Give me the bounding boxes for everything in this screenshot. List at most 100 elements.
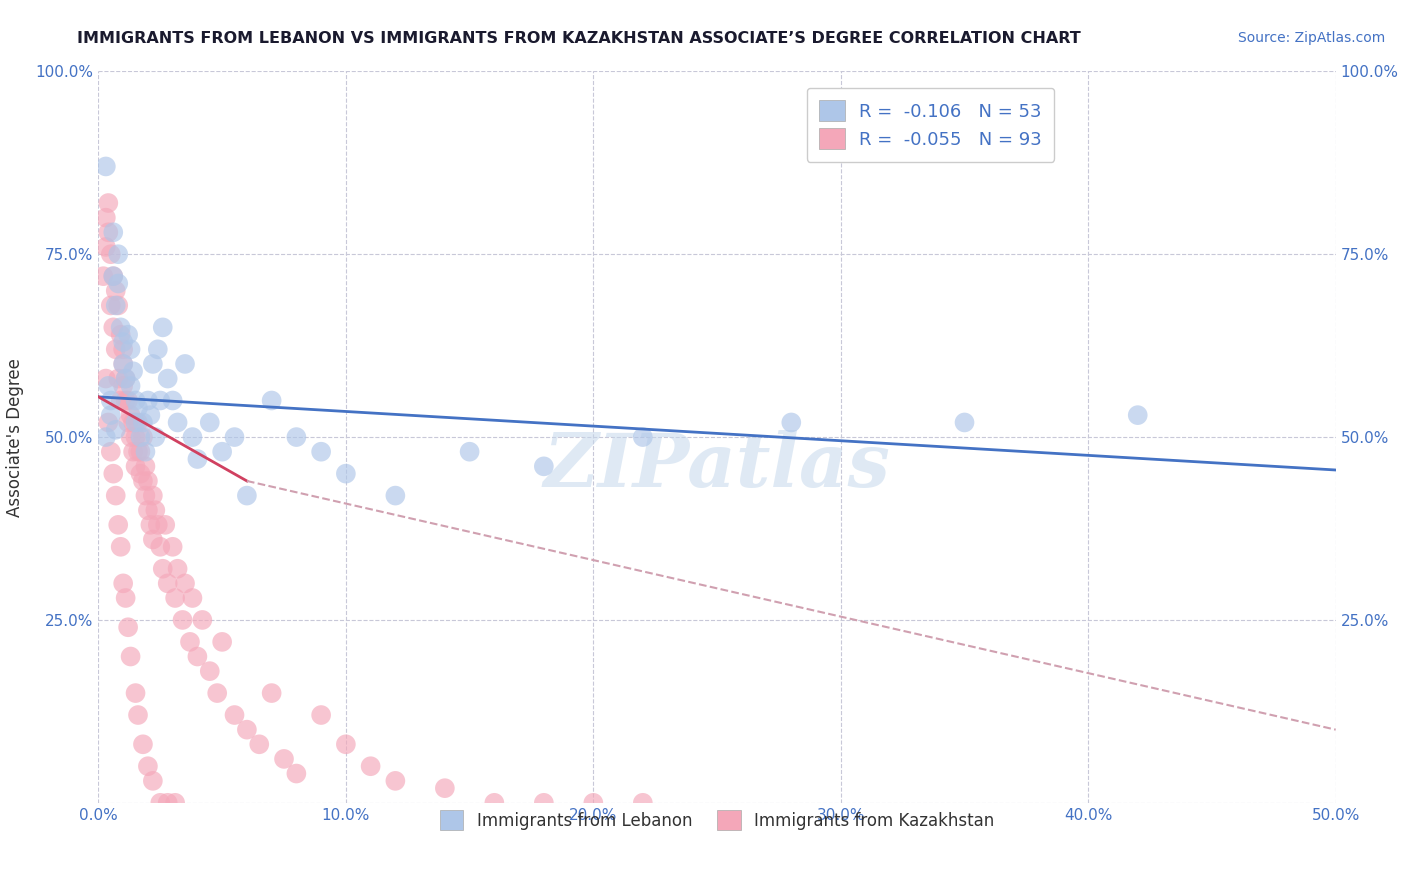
Point — [198, 664, 221, 678]
Legend: Immigrants from Lebanon, Immigrants from Kazakhstan: Immigrants from Lebanon, Immigrants from… — [434, 805, 1000, 835]
Point — [97, 416, 120, 430]
Point — [142, 489, 165, 503]
Point — [384, 773, 406, 788]
Y-axis label: Associate's Degree: Associate's Degree — [7, 358, 24, 516]
Point — [247, 737, 270, 751]
Point — [260, 393, 283, 408]
Point — [122, 444, 145, 458]
Point — [142, 533, 165, 547]
Point — [181, 430, 204, 444]
Point — [149, 796, 172, 810]
Point — [103, 269, 125, 284]
Point — [104, 489, 127, 503]
Point — [107, 247, 129, 261]
Point — [124, 393, 146, 408]
Point — [433, 781, 456, 796]
Point — [94, 371, 117, 385]
Point — [149, 540, 172, 554]
Point — [186, 452, 208, 467]
Point — [360, 759, 382, 773]
Point — [156, 576, 179, 591]
Point — [112, 379, 135, 393]
Point — [582, 796, 605, 810]
Point — [134, 459, 156, 474]
Point — [458, 444, 481, 458]
Point — [97, 379, 120, 393]
Point — [631, 796, 654, 810]
Point — [120, 649, 142, 664]
Point — [100, 298, 122, 312]
Point — [104, 284, 127, 298]
Point — [146, 343, 169, 357]
Point — [103, 320, 125, 334]
Point — [165, 591, 187, 605]
Point — [139, 517, 162, 532]
Point — [162, 540, 184, 554]
Point — [155, 517, 177, 532]
Point — [224, 708, 246, 723]
Point — [103, 467, 125, 481]
Point — [533, 459, 555, 474]
Point — [117, 327, 139, 342]
Point — [143, 503, 166, 517]
Point — [97, 225, 120, 239]
Point — [114, 371, 136, 385]
Point — [273, 752, 295, 766]
Point — [120, 408, 142, 422]
Point — [146, 517, 169, 532]
Point — [100, 247, 122, 261]
Point — [94, 160, 117, 174]
Point — [132, 474, 155, 488]
Point — [136, 393, 159, 408]
Point — [117, 620, 139, 634]
Point — [780, 416, 803, 430]
Point — [260, 686, 283, 700]
Point — [100, 444, 122, 458]
Point — [114, 371, 136, 385]
Point — [162, 393, 184, 408]
Point — [124, 686, 146, 700]
Point — [129, 467, 152, 481]
Point — [114, 393, 136, 408]
Point — [129, 430, 152, 444]
Point — [107, 517, 129, 532]
Point — [179, 635, 201, 649]
Point — [335, 467, 357, 481]
Point — [122, 416, 145, 430]
Point — [156, 371, 179, 385]
Point — [143, 430, 166, 444]
Point — [149, 393, 172, 408]
Point — [172, 613, 194, 627]
Point — [124, 430, 146, 444]
Point — [309, 444, 332, 458]
Point — [166, 416, 188, 430]
Point — [132, 737, 155, 751]
Point — [191, 613, 214, 627]
Point — [132, 416, 155, 430]
Point — [156, 796, 179, 810]
Text: Source: ZipAtlas.com: Source: ZipAtlas.com — [1237, 31, 1385, 45]
Text: IMMIGRANTS FROM LEBANON VS IMMIGRANTS FROM KAZAKHSTAN ASSOCIATE’S DEGREE CORRELA: IMMIGRANTS FROM LEBANON VS IMMIGRANTS FR… — [77, 31, 1081, 46]
Point — [484, 796, 506, 810]
Point — [107, 298, 129, 312]
Point — [142, 773, 165, 788]
Point — [136, 474, 159, 488]
Point — [127, 444, 149, 458]
Point — [94, 211, 117, 225]
Point — [110, 320, 132, 334]
Point — [152, 562, 174, 576]
Point — [127, 708, 149, 723]
Point — [97, 196, 120, 211]
Point — [117, 393, 139, 408]
Point — [631, 430, 654, 444]
Point — [112, 334, 135, 349]
Point — [236, 723, 259, 737]
Point — [93, 269, 115, 284]
Point — [104, 343, 127, 357]
Point — [120, 430, 142, 444]
Point — [110, 327, 132, 342]
Point — [110, 393, 132, 408]
Point — [117, 416, 139, 430]
Point — [94, 240, 117, 254]
Point — [165, 796, 187, 810]
